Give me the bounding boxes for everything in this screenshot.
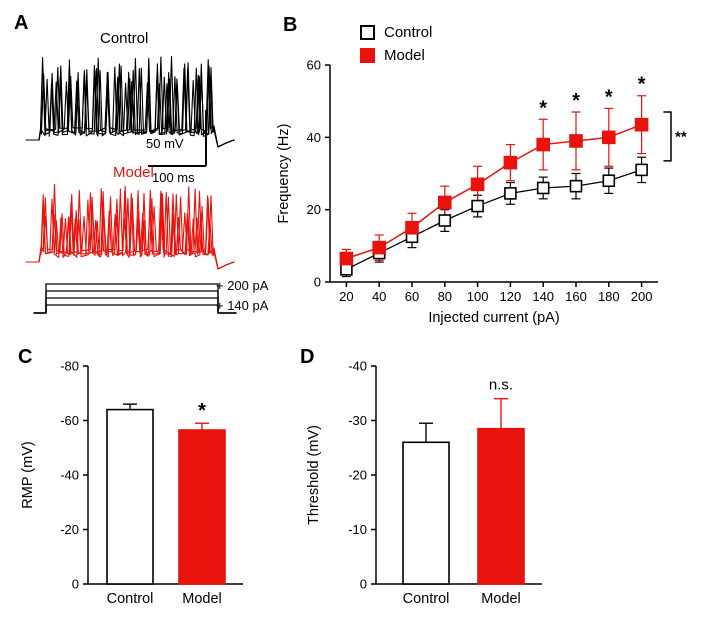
marker-control: [504, 187, 517, 200]
marker-model: [405, 220, 419, 235]
marker-model: [601, 130, 616, 145]
y-tick-label: -60: [60, 413, 79, 428]
time-scale-label: 100 ms: [152, 170, 195, 185]
x-tick-label: 140: [532, 289, 554, 304]
y-tick-label: 40: [307, 130, 321, 145]
y-tick-label: -80: [60, 359, 79, 374]
model-trace: [25, 190, 235, 270]
marker-model: [536, 137, 551, 152]
x-axis-label: Injected current (pA): [428, 310, 559, 326]
y-tick-label: -40: [348, 359, 367, 374]
marker-control: [438, 214, 452, 227]
x-tick-label: 100: [467, 289, 489, 304]
panel-d-chart: 0 -10 -20 -30 -40 Control Model Threshold (mV) n…: [306, 359, 542, 607]
sig-label: *: [198, 400, 206, 422]
marker-control: [635, 163, 648, 177]
marker-control: [602, 174, 616, 188]
sig-asterisk: *: [539, 97, 547, 119]
marker-control: [471, 199, 484, 213]
y-axis-label: RMP (mV): [20, 441, 36, 508]
bar-control: [402, 441, 450, 585]
x-tick-label: 200: [631, 289, 653, 304]
marker-control: [569, 179, 583, 193]
marker-model: [634, 117, 649, 132]
sig-asterisk: *: [605, 86, 613, 108]
x-tick-label: 80: [438, 289, 452, 304]
y-tick-label: -30: [348, 413, 367, 428]
category-label: Control: [403, 591, 450, 607]
marker-model: [470, 177, 485, 192]
model-marker-swatch: [360, 48, 375, 63]
marker-model: [503, 155, 518, 170]
panel-d-label: D: [300, 346, 315, 368]
legend-item-model: Model: [360, 47, 432, 64]
sig-bracket: [663, 111, 672, 162]
x-tick-label: 160: [565, 289, 587, 304]
marker-model: [569, 134, 583, 148]
y-tick-label: -40: [60, 468, 79, 483]
y-tick-label: -20: [60, 522, 79, 537]
sig-bracket-label: **: [675, 128, 687, 145]
category-label: Model: [481, 591, 521, 607]
marker-control: [536, 181, 550, 195]
y-axis-label: Frequency (Hz): [276, 124, 292, 224]
sig-asterisk: *: [572, 90, 580, 112]
panel-b-chart: 0 20 40 60 20 40 60 80 100 120 140 160 180 200 Injecte…: [276, 58, 687, 327]
series-line-model: [346, 123, 642, 260]
category-label: Control: [107, 591, 154, 607]
panel-b-legend: Control Model: [360, 24, 432, 64]
bar-model: [178, 429, 226, 585]
panel-a-label: A: [14, 12, 29, 34]
model-trace: [25, 188, 235, 270]
x-tick-label: 60: [405, 289, 419, 304]
control-trace: [25, 62, 235, 148]
panel-c-chart: 0 -20 -40 -60 -80 Control Model RMP (mV) *: [20, 359, 243, 607]
x-tick-label: 180: [598, 289, 620, 304]
sig-label: n.s.: [489, 377, 513, 394]
marker-model: [438, 195, 452, 210]
legend-label-control: Control: [384, 24, 433, 41]
panel-c-label: C: [18, 346, 33, 368]
category-label: Model: [182, 591, 222, 607]
y-tick-label: 0: [360, 577, 367, 592]
current-step-trace: [33, 290, 237, 314]
y-tick-label: -10: [348, 522, 367, 537]
control-trace: [25, 59, 235, 148]
legend-label-model: Model: [384, 47, 425, 64]
panel-b-label: B: [283, 14, 298, 36]
legend-item-control: Control: [360, 24, 432, 41]
marker-model: [372, 240, 386, 255]
series-line-control: [346, 169, 642, 270]
panel-a-traces: [25, 56, 237, 314]
x-tick-label: 40: [372, 289, 386, 304]
marker-model: [339, 251, 354, 266]
y-tick-label: 60: [307, 58, 321, 73]
x-tick-label: 20: [339, 289, 353, 304]
y-tick-label: 0: [314, 275, 321, 290]
voltage-scale-label: 50 mV: [146, 136, 184, 151]
y-tick-label: -20: [348, 468, 367, 483]
control-trace-label: Control: [100, 30, 149, 47]
control-marker-swatch: [360, 25, 375, 40]
current-top-label: + 200 pA: [216, 278, 269, 293]
y-axis-label: Threshold (mV): [306, 425, 322, 525]
y-tick-label: 20: [307, 202, 321, 217]
control-trace: [25, 56, 235, 148]
sig-asterisk: *: [638, 74, 646, 96]
model-trace-label: Model: [113, 164, 154, 181]
bar-model: [477, 427, 525, 585]
y-tick-label: 0: [72, 577, 79, 592]
x-tick-label: 120: [500, 289, 522, 304]
current-step-trace: [33, 304, 237, 314]
marker-control: [340, 263, 353, 276]
bar-control: [106, 408, 154, 585]
current-bottom-label: + 140 pA: [216, 298, 269, 313]
